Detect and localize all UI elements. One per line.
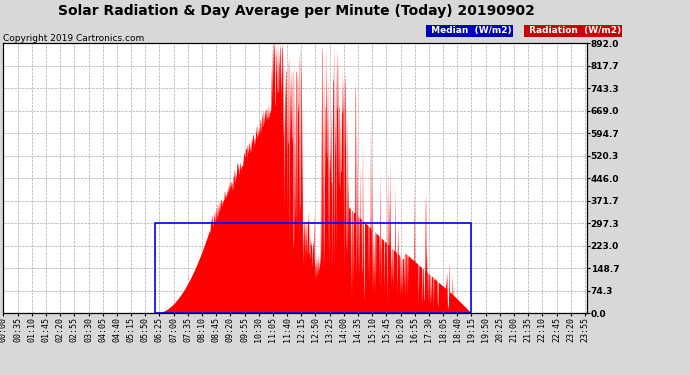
Text: Copyright 2019 Cartronics.com: Copyright 2019 Cartronics.com	[3, 34, 145, 43]
Bar	[155, 223, 471, 313]
Text: Radiation  (W/m2): Radiation (W/m2)	[526, 26, 621, 35]
Text: Solar Radiation & Day Average per Minute (Today) 20190902: Solar Radiation & Day Average per Minute…	[58, 4, 535, 18]
Text: Median  (W/m2): Median (W/m2)	[428, 26, 511, 35]
